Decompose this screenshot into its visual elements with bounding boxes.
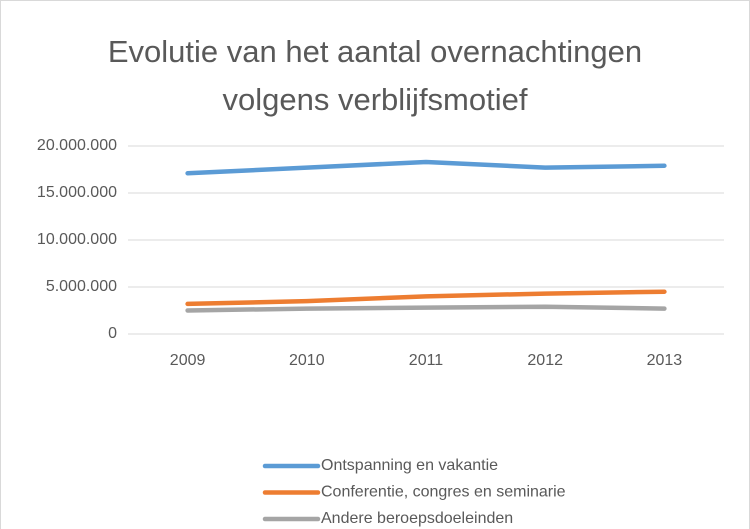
- x-tick-label: 2010: [289, 352, 325, 369]
- legend-label: Conferentie, congres en seminarie: [321, 484, 566, 501]
- series-line: [185, 159, 667, 176]
- y-tick-label: 10.000.000: [37, 231, 117, 248]
- y-tick-label: 15.000.000: [37, 184, 117, 201]
- x-tick-label: 2013: [647, 352, 683, 369]
- x-tick-label: 2011: [409, 352, 444, 369]
- series-line: [185, 289, 667, 307]
- y-tick-label: 0: [108, 325, 117, 342]
- y-tick-label: 20.000.000: [37, 137, 117, 154]
- legend-label: Ontspanning en vakantie: [321, 457, 498, 474]
- x-tick-label: 2012: [527, 352, 563, 369]
- x-tick-label: 2009: [170, 352, 206, 369]
- y-tick-label: 5.000.000: [46, 278, 117, 295]
- chart-title: Evolutie van het aantal overnachtingen v…: [107, 34, 643, 117]
- series-line: [185, 304, 667, 313]
- legend-label: Andere beroepsdoeleinden: [321, 510, 513, 527]
